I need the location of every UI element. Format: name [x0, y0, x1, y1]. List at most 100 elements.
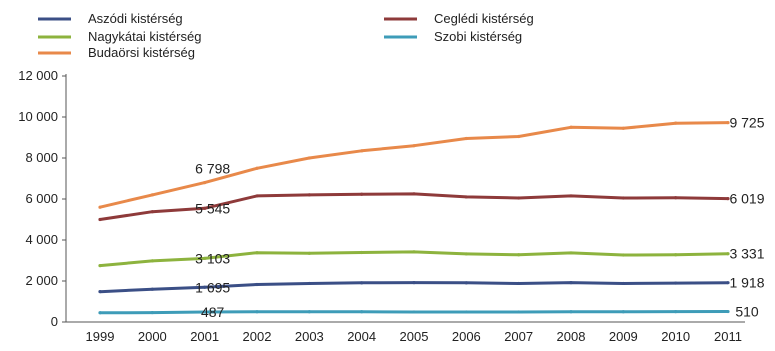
- data-point: [203, 310, 207, 314]
- data-point: [255, 166, 259, 170]
- data-point: [98, 205, 102, 209]
- data-point: [674, 196, 678, 200]
- data-label: 3 103: [195, 250, 230, 266]
- x-tick-label: 2010: [661, 329, 690, 344]
- x-tick-label: 2007: [504, 329, 533, 344]
- data-point: [360, 281, 364, 285]
- x-tick-label: 2001: [190, 329, 219, 344]
- y-tick-label: 2 000: [25, 273, 58, 288]
- data-point: [412, 192, 416, 196]
- series-group: [98, 121, 730, 315]
- data-point: [412, 310, 416, 314]
- data-label: 9 725: [729, 115, 764, 131]
- data-point: [412, 250, 416, 254]
- data-point: [621, 310, 625, 314]
- axes: 0 2 000 4 000 6 000 8 000 10 000 12 000 1999 200…: [18, 68, 745, 344]
- data-point: [307, 281, 311, 286]
- data-point: [150, 287, 154, 291]
- x-tick-label: 2009: [609, 329, 638, 344]
- data-point: [150, 259, 154, 263]
- legend-label: Budaörsi kistérség: [88, 45, 195, 60]
- data-point: [307, 310, 311, 314]
- y-tick-label: 10 000: [18, 109, 58, 124]
- data-point: [517, 134, 521, 139]
- data-point: [360, 192, 364, 196]
- data-point: [203, 206, 207, 210]
- data-point: [464, 136, 468, 141]
- data-point: [360, 310, 364, 314]
- data-point: [98, 264, 102, 268]
- data-point: [98, 217, 102, 222]
- data-point: [726, 121, 730, 125]
- data-point: [98, 311, 102, 315]
- data-point: [517, 253, 521, 257]
- data-label: 5 545: [195, 200, 230, 216]
- data-label: 510: [735, 304, 759, 320]
- x-tick-label: 2005: [400, 329, 429, 344]
- data-point: [307, 251, 311, 255]
- data-point: [203, 256, 207, 260]
- legend-label: Ceglédi kistérség: [434, 11, 534, 26]
- data-point: [726, 281, 730, 285]
- y-tick-label: 4 000: [25, 232, 58, 247]
- legend-label: Szobi kistérség: [434, 29, 522, 44]
- data-point: [203, 181, 207, 185]
- data-point: [255, 194, 259, 198]
- x-tick-label: 2004: [347, 329, 376, 344]
- data-point: [726, 197, 730, 201]
- legend-label: Nagykátai kistérség: [88, 29, 201, 44]
- x-tick-label: 2008: [557, 329, 586, 344]
- data-point: [360, 149, 364, 153]
- data-point: [569, 194, 573, 198]
- data-point: [517, 281, 521, 286]
- data-point: [621, 126, 625, 130]
- data-point: [517, 310, 521, 314]
- data-point: [360, 250, 364, 255]
- data-point: [621, 196, 625, 200]
- y-tick-label: 6 000: [25, 191, 58, 206]
- data-point: [726, 252, 730, 256]
- x-tick-label: 2002: [243, 329, 272, 344]
- data-point: [203, 285, 207, 289]
- data-point: [150, 210, 154, 214]
- data-label: 487: [201, 304, 225, 320]
- data-point: [412, 281, 416, 285]
- x-tick-label: 2006: [452, 329, 481, 344]
- data-label: 3 331: [729, 246, 764, 262]
- data-point: [517, 196, 521, 200]
- x-tick-label: 2000: [138, 329, 167, 344]
- data-point: [464, 252, 468, 256]
- data-point: [307, 193, 311, 197]
- data-labels: 1 695 1 918 5 545 6 019 3 103 3 331 487 510 6 79…: [195, 115, 765, 320]
- data-label: 6 019: [729, 191, 764, 207]
- data-point: [464, 310, 468, 314]
- data-label: 6 798: [195, 161, 230, 177]
- legend-label: Aszódi kistérség: [88, 11, 183, 26]
- data-point: [621, 281, 625, 286]
- data-point: [569, 281, 573, 285]
- data-label: 1 918: [729, 275, 764, 291]
- data-point: [98, 290, 102, 294]
- data-point: [674, 253, 678, 257]
- data-point: [621, 253, 625, 257]
- data-point: [464, 195, 468, 199]
- data-point: [255, 282, 259, 287]
- data-point: [255, 310, 259, 314]
- data-label: 1 695: [195, 279, 230, 295]
- x-tick-label: 2011: [714, 329, 742, 344]
- y-tick-label: 12 000: [18, 68, 58, 83]
- data-point: [674, 121, 678, 125]
- x-tick-label: 1999: [86, 329, 115, 344]
- y-tick-label: 0: [51, 314, 58, 329]
- data-point: [674, 310, 678, 314]
- data-point: [150, 193, 154, 197]
- x-tick-label: 2003: [295, 329, 324, 344]
- legend: Aszódi kistérség Ceglédi kistérség Nagykát…: [38, 11, 534, 60]
- data-point: [255, 251, 259, 255]
- data-point: [464, 281, 468, 285]
- data-point: [674, 281, 678, 285]
- data-point: [569, 310, 573, 314]
- y-tick-label: 8 000: [25, 150, 58, 165]
